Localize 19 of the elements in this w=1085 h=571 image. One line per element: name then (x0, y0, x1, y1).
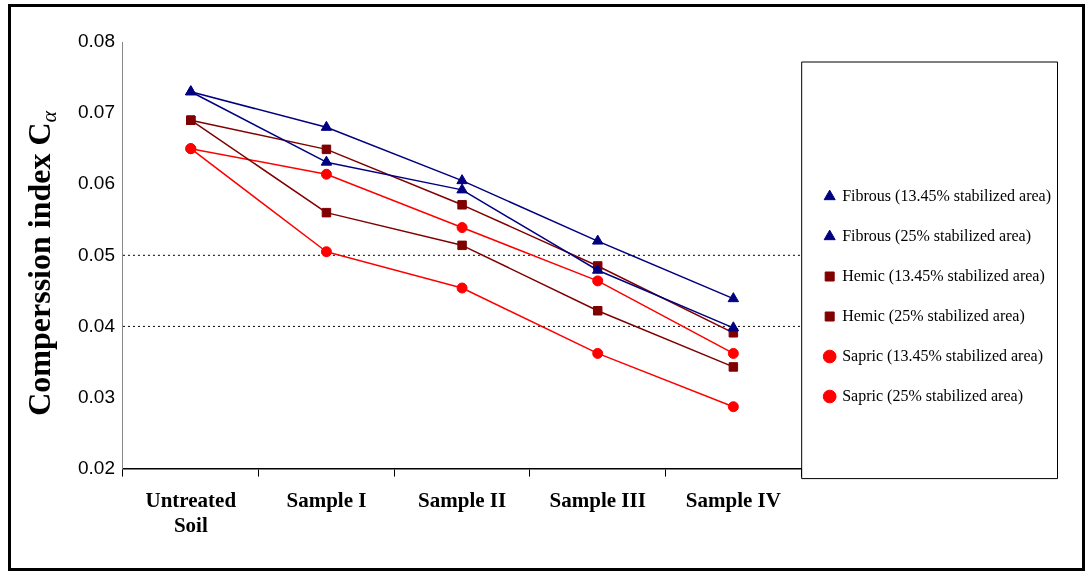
y-tick-label: 0.07 (78, 101, 115, 123)
x-tick-label: Sample I (286, 487, 367, 512)
y-tick-label: 0.05 (78, 243, 115, 265)
x-tick-label: Untreated Soil (145, 487, 237, 537)
y-tick-label: 0.06 (78, 172, 115, 194)
y-tick-label: 0.08 (78, 30, 115, 52)
legend-label: Sapric (13.45% stabilized area) (842, 346, 1043, 365)
x-tick-label: Sample III (549, 487, 646, 512)
legend-label: Hemic (25% stabilized area) (842, 306, 1025, 325)
legend-label: Fibrous (25% stabilized area) (842, 226, 1031, 245)
legend-label: Hemic (13.45% stabilized area) (842, 266, 1045, 285)
x-tick-label: Sample II (418, 487, 507, 512)
y-tick-label: 0.02 (78, 456, 115, 478)
legend-label: Sapric (25% stabilized area) (842, 386, 1023, 405)
y-tick-label: 0.04 (78, 314, 116, 336)
y-axis-title: Comperssion index Cα (21, 110, 61, 416)
x-tick-label: Sample IV (685, 487, 781, 512)
y-tick-label: 0.03 (78, 385, 115, 407)
legend-label: Fibrous (13.45% stabilized area) (842, 186, 1051, 205)
